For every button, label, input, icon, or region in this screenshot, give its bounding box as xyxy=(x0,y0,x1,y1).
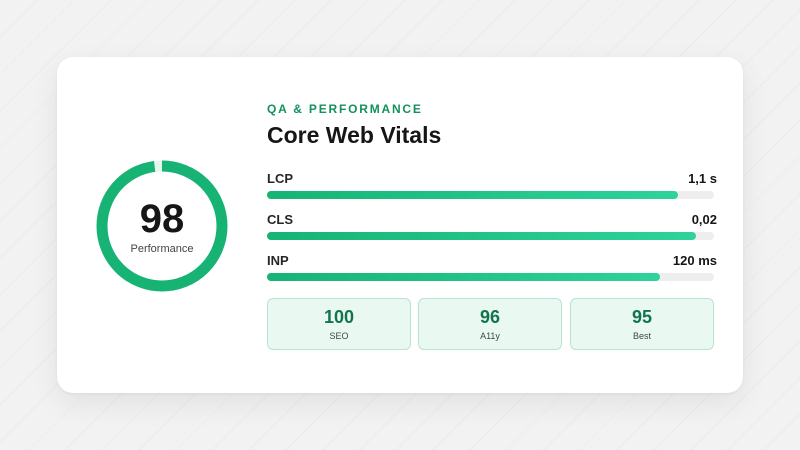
page-title: Core Web Vitals xyxy=(267,122,442,148)
score-tile-a11y: 96 A11y xyxy=(418,298,562,350)
metric-value: 1,1 s xyxy=(688,171,717,186)
metric-bar-fill xyxy=(267,232,697,240)
metric-bar-track xyxy=(267,232,714,240)
tile-value: 95 xyxy=(631,307,653,327)
metric-bar-fill xyxy=(267,191,679,199)
metric-value: 0,02 xyxy=(691,212,717,227)
tile-label: Best xyxy=(632,331,651,341)
metric-label: CLS xyxy=(267,212,293,227)
vitals-card: 98 Performance QA & PERFORMANCE Core Web… xyxy=(57,57,743,393)
tile-value: 96 xyxy=(479,307,501,327)
metric-bar-fill xyxy=(267,273,661,281)
metric-label: INP xyxy=(267,253,289,268)
metric-inp: INP 120 ms xyxy=(267,253,717,293)
metric-label: LCP xyxy=(267,171,293,186)
gauge-arc xyxy=(96,160,228,292)
performance-gauge: 98 Performance xyxy=(95,159,229,293)
metric-lcp: LCP 1,1 s xyxy=(267,171,717,211)
metric-bar-track xyxy=(267,273,714,281)
performance-score: 98 xyxy=(139,197,185,241)
tile-label: A11y xyxy=(480,331,500,341)
metric-cls: CLS 0,02 xyxy=(267,212,717,252)
section-eyebrow: QA & PERFORMANCE xyxy=(267,102,423,116)
gauge-ring xyxy=(96,160,228,292)
metric-value: 120 ms xyxy=(672,253,717,268)
score-tile-seo: 100 SEO xyxy=(267,298,411,350)
tile-value: 100 xyxy=(323,307,355,327)
metric-bar-track xyxy=(267,191,714,199)
score-tile-best: 95 Best xyxy=(570,298,714,350)
tile-label: SEO xyxy=(329,331,349,341)
performance-label: Performance xyxy=(130,243,194,255)
